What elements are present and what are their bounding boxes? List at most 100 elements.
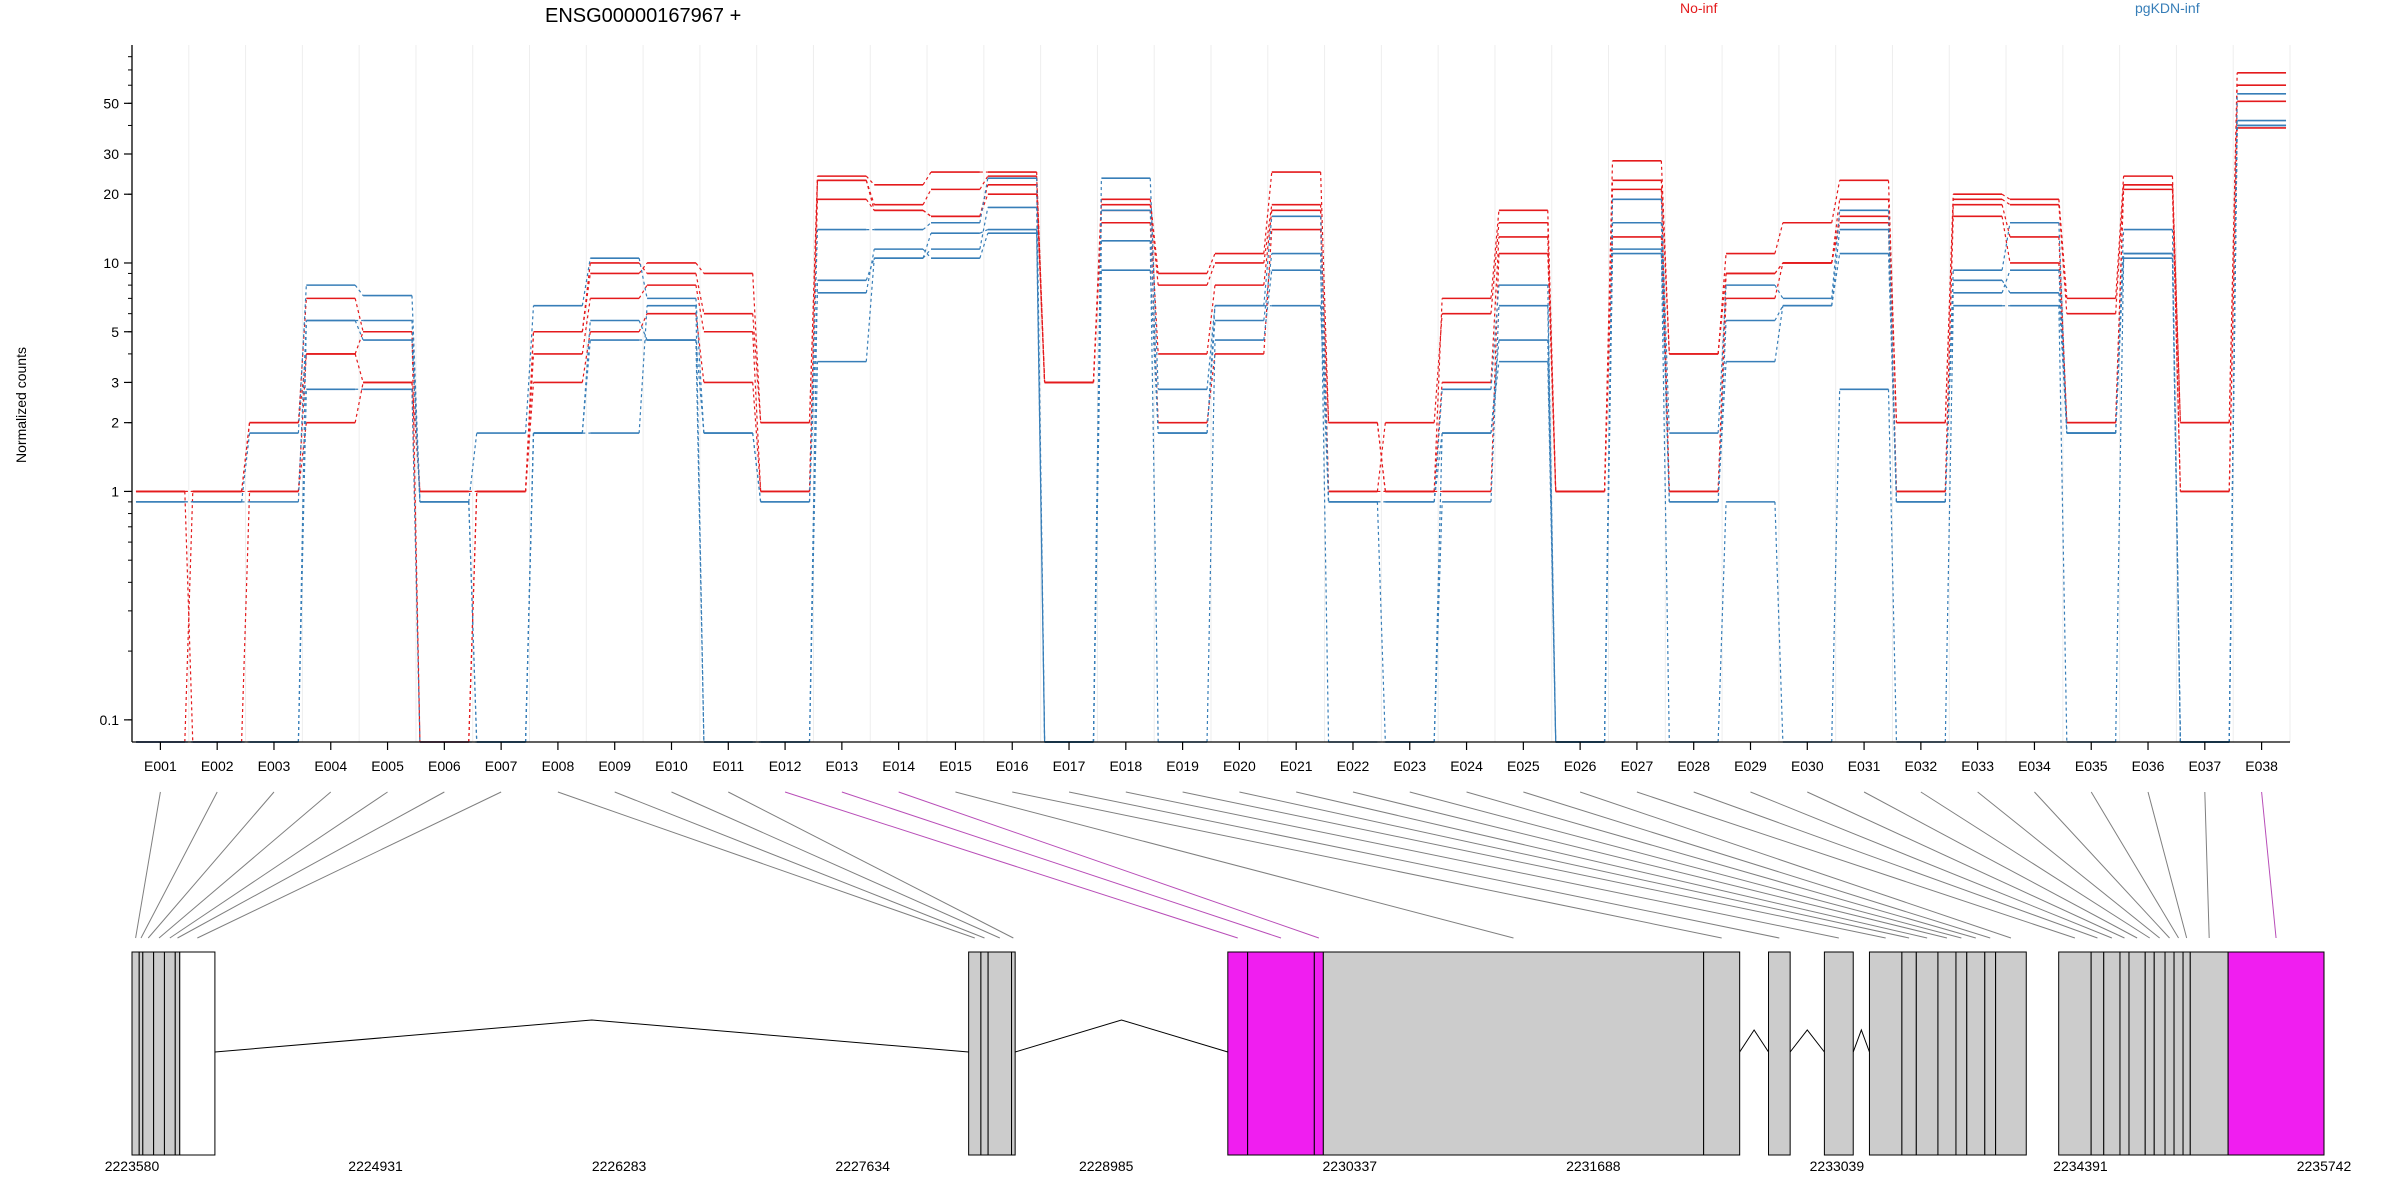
exon-block-e019	[1868, 951, 1903, 1156]
series-connector	[865, 258, 875, 362]
exon-block-e013	[1247, 951, 1315, 1156]
exon-connector	[158, 791, 332, 939]
x-tick-label: E008	[542, 758, 575, 774]
series-connector	[1944, 292, 1954, 502]
exon-connector	[1296, 791, 1928, 939]
x-tick-label: E021	[1280, 758, 1313, 774]
exon-block-e029	[2103, 951, 2121, 1156]
exon-block-e017	[1768, 951, 1791, 1156]
x-tick-label: E007	[485, 758, 518, 774]
series-connector	[1774, 501, 1784, 743]
series-connector	[808, 280, 819, 743]
series-connector	[1206, 262, 1216, 286]
series-connector	[1717, 273, 1727, 492]
x-tick-label: E002	[201, 758, 234, 774]
series-connector	[2058, 204, 2068, 314]
series-connector	[865, 180, 875, 211]
series-connector	[468, 501, 478, 743]
x-tick-label: E020	[1223, 758, 1256, 774]
series-connector	[2001, 279, 2011, 294]
exon-block-e007	[179, 951, 216, 1156]
exon-connector	[147, 791, 275, 939]
series-connector	[1206, 305, 1216, 390]
x-tick-label: E033	[1961, 758, 1994, 774]
exon-connector	[1579, 791, 2012, 939]
x-tick-label: E005	[371, 758, 404, 774]
series-connector	[1376, 501, 1386, 743]
axes: 0.1 1 2 3 5 10 20 30 50 E001 E002 E003 E004 E005 E006 E…	[100, 45, 2290, 774]
exon-block-e012	[1227, 951, 1249, 1156]
x-tick-label: E011	[712, 758, 744, 774]
legend-label-pgkdn-inf: pgKDN-inf	[2135, 0, 2200, 16]
chart-title: ENSG00000167967 +	[545, 5, 741, 27]
series-connector	[922, 171, 932, 186]
exon-connector	[1068, 791, 1780, 939]
exon-connector	[177, 791, 445, 939]
exon-block-e001	[131, 951, 140, 1156]
x-tick-label: E016	[996, 758, 1029, 774]
series-connector	[1717, 273, 1727, 354]
exon-block-e036	[2182, 951, 2191, 1156]
exon-block-e008	[968, 951, 982, 1156]
series-connector	[979, 178, 989, 223]
series-connector	[581, 258, 591, 306]
series-connector	[1831, 222, 1841, 264]
intron-line	[1015, 1019, 1228, 1053]
exon-connector	[1012, 791, 1722, 939]
series-connector	[354, 353, 364, 383]
series-connector	[695, 340, 705, 743]
series-connector	[1490, 236, 1500, 383]
series-connector	[1660, 160, 1670, 354]
y-tick-label: 2	[111, 415, 119, 431]
exon-block-e023	[1955, 951, 1968, 1156]
series-connector	[2171, 184, 2181, 423]
series-connector	[1660, 199, 1670, 434]
y-tick-label: 5	[111, 324, 119, 340]
series-connector	[865, 180, 875, 205]
series-connector	[1717, 253, 1727, 354]
series-connector	[1036, 194, 1046, 383]
exon-connector	[1352, 791, 1948, 939]
x-tick-label: E024	[1450, 758, 1483, 774]
x-tick-label: E014	[882, 758, 915, 774]
series-connector	[979, 229, 989, 234]
exon-connector	[1920, 791, 2150, 939]
exon-connector	[135, 791, 161, 939]
series-connector	[1433, 501, 1443, 743]
series-connector	[2115, 184, 2125, 423]
x-tick-label: E010	[655, 758, 688, 774]
series-connector	[1149, 178, 1159, 390]
series-connector	[1263, 204, 1273, 264]
exon-block-e011	[1011, 951, 1016, 1156]
series-connector	[1433, 313, 1443, 423]
x-tick-label: E034	[2018, 758, 2051, 774]
x-tick-label: E036	[2132, 758, 2165, 774]
series-connector	[1036, 184, 1046, 383]
series-connector	[979, 207, 989, 250]
series-connector	[808, 180, 819, 423]
series-connector	[1149, 204, 1159, 286]
intron-line	[214, 1019, 969, 1053]
series-connector	[695, 262, 705, 274]
series-connector	[2115, 229, 2125, 434]
exon-connector	[841, 791, 1282, 939]
series-connector	[2115, 176, 2125, 299]
x-tick-label: E029	[1734, 758, 1767, 774]
exon-block-e028	[2090, 951, 2105, 1156]
x-tick-label: E027	[1621, 758, 1654, 774]
series-connector	[922, 233, 932, 259]
series-connector	[411, 331, 421, 743]
series-connector	[1717, 285, 1727, 434]
genomic-tick-label: 2226283	[592, 1158, 647, 1174]
x-tick-label: E012	[769, 758, 802, 774]
exon-block-e015	[1322, 951, 1705, 1156]
y-axis-label: Normalized counts	[13, 347, 29, 463]
x-tick-label: E015	[939, 758, 972, 774]
x-tick-label: E017	[1053, 758, 1086, 774]
series-connector	[865, 198, 875, 211]
exon-block-e032	[2144, 951, 2155, 1156]
series-connector	[354, 331, 364, 355]
series-connector	[752, 382, 762, 492]
genomic-tick-label: 2228985	[1079, 1158, 1134, 1174]
exon-connector	[1863, 791, 2138, 939]
